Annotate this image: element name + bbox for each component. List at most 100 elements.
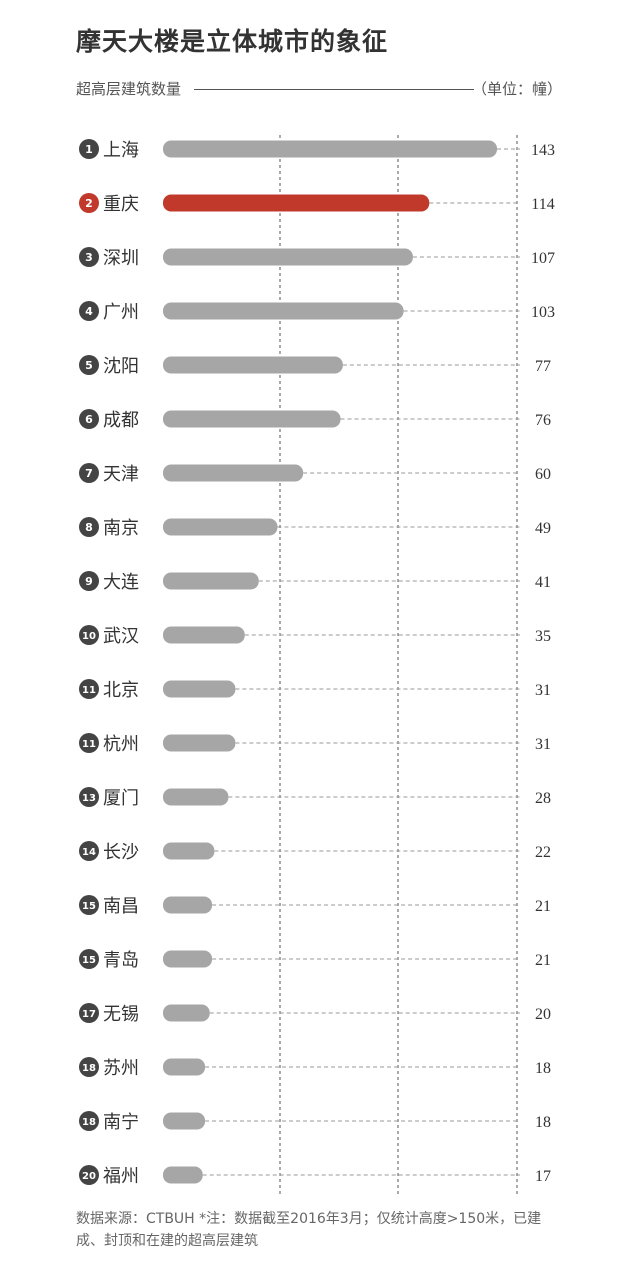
value-label: 18 <box>535 1114 551 1131</box>
city-label: 苏州 <box>103 1058 139 1079</box>
bar-杭州 <box>163 734 236 752</box>
city-label: 南昌 <box>103 896 139 917</box>
bar-重庆 <box>163 194 430 212</box>
value-label: 49 <box>535 520 551 537</box>
value-label: 60 <box>535 466 551 483</box>
rank-badge <box>79 463 99 483</box>
bar-南京 <box>163 518 278 536</box>
city-label: 南京 <box>103 518 139 539</box>
rank-number: 20 <box>82 1171 96 1182</box>
rank-number: 17 <box>82 1009 96 1020</box>
bar-武汉 <box>163 626 245 644</box>
city-label: 广州 <box>103 302 139 323</box>
value-label: 103 <box>531 304 555 321</box>
rank-number: 7 <box>85 467 93 480</box>
rank-number: 13 <box>82 793 96 804</box>
value-label: 21 <box>535 952 551 969</box>
rank-badge <box>79 949 99 969</box>
footnote: 数据来源：CTBUH *注：数据截至2016年3月；仅统计高度>150米，已建成… <box>76 1211 542 1249</box>
city-label: 青岛 <box>103 950 139 971</box>
bar-上海 <box>163 140 497 158</box>
rank-number: 8 <box>85 521 93 534</box>
rank-badge <box>79 1003 99 1023</box>
rank-badge <box>79 247 99 267</box>
rank-badge <box>79 733 99 753</box>
rank-badge <box>79 679 99 699</box>
value-label: 31 <box>535 736 551 753</box>
rank-number: 11 <box>82 739 96 750</box>
rank-badge <box>79 517 99 537</box>
rank-number: 1 <box>85 143 93 156</box>
rank-badge <box>79 1057 99 1077</box>
unit-label: （单位：幢） <box>471 80 562 98</box>
value-label: 107 <box>531 250 555 267</box>
value-label: 18 <box>535 1060 551 1077</box>
city-label: 重庆 <box>103 194 139 215</box>
rank-badge <box>79 355 99 375</box>
value-label: 20 <box>535 1006 551 1023</box>
bar-南宁 <box>163 1112 206 1130</box>
city-label: 成都 <box>103 410 139 431</box>
city-label: 北京 <box>103 680 139 701</box>
rank-number: 2 <box>85 197 93 210</box>
rank-number: 4 <box>85 305 93 318</box>
city-label: 上海 <box>103 140 139 161</box>
bar-天津 <box>163 464 304 482</box>
bar-广州 <box>163 302 404 320</box>
value-label: 21 <box>535 898 551 915</box>
rank-number: 3 <box>85 251 93 264</box>
bar-成都 <box>163 410 341 428</box>
value-label: 31 <box>535 682 551 699</box>
rank-number: 14 <box>82 847 96 858</box>
bar-沈阳 <box>163 356 343 374</box>
city-label: 武汉 <box>103 626 139 647</box>
city-label: 天津 <box>103 464 139 485</box>
city-label: 南宁 <box>103 1112 139 1133</box>
chart-subtitle: 超高层建筑数量 <box>76 80 182 98</box>
bar-苏州 <box>163 1058 206 1076</box>
rank-number: 18 <box>82 1117 96 1128</box>
rank-badge <box>79 841 99 861</box>
city-label: 无锡 <box>103 1004 139 1025</box>
rank-badge <box>79 409 99 429</box>
value-label: 35 <box>535 628 551 645</box>
city-label: 大连 <box>103 572 139 593</box>
bar-南昌 <box>163 896 213 914</box>
value-label: 28 <box>535 790 551 807</box>
city-label: 福州 <box>103 1166 139 1187</box>
rank-number: 15 <box>82 955 96 966</box>
rank-badge <box>79 625 99 645</box>
bar-长沙 <box>163 842 215 860</box>
rank-number: 11 <box>82 685 96 696</box>
bar-厦门 <box>163 788 229 806</box>
chart-title: 摩天大楼是立体城市的象征 <box>76 27 389 56</box>
bar-深圳 <box>163 248 413 266</box>
value-label: 17 <box>535 1168 551 1185</box>
city-label: 长沙 <box>103 842 139 863</box>
city-label: 杭州 <box>103 734 139 755</box>
rank-badge <box>79 301 99 321</box>
value-label: 77 <box>535 358 551 375</box>
bar-青岛 <box>163 950 213 968</box>
city-label: 深圳 <box>103 248 139 269</box>
value-label: 143 <box>531 142 555 159</box>
rank-badge <box>79 193 99 213</box>
city-label: 沈阳 <box>103 356 139 377</box>
rank-badge <box>79 787 99 807</box>
rank-badge <box>79 139 99 159</box>
city-label: 厦门 <box>103 788 139 809</box>
subtitle-rule <box>194 89 474 90</box>
value-label: 41 <box>535 574 551 591</box>
rank-badge <box>79 571 99 591</box>
rank-badge <box>79 1165 99 1185</box>
bar-北京 <box>163 680 236 698</box>
rank-number: 15 <box>82 901 96 912</box>
rank-badge <box>79 895 99 915</box>
bar-福州 <box>163 1166 203 1184</box>
rank-number: 5 <box>85 359 93 372</box>
value-label: 22 <box>535 844 551 861</box>
value-label: 76 <box>535 412 551 429</box>
bar-大连 <box>163 572 259 590</box>
rank-badge <box>79 1111 99 1131</box>
